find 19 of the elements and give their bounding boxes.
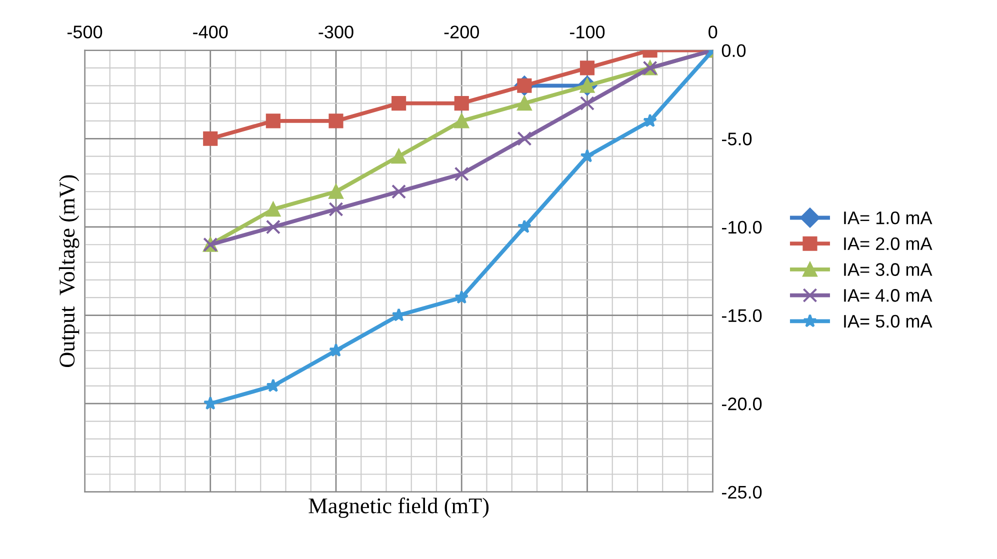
legend-label: IA= 3.0 mA bbox=[844, 263, 932, 276]
y-tick-label: -5.0 bbox=[722, 132, 752, 146]
x-tick-label: -400 bbox=[193, 26, 228, 38]
y-tick-label: -10.0 bbox=[722, 220, 762, 234]
legend-label: IA= 4.0 mA bbox=[844, 289, 932, 302]
x-tick-label: -300 bbox=[318, 26, 354, 38]
y-tick-label: -20.0 bbox=[722, 398, 762, 410]
x-axis-title: Magnetic field (mT) bbox=[308, 497, 489, 518]
legend-label: IA= 2.0 mA bbox=[844, 237, 932, 250]
y-tick-label: -15.0 bbox=[722, 309, 762, 322]
y-axis-title: Output Voltage (mV) bbox=[58, 175, 80, 368]
x-tick-label: -100 bbox=[570, 26, 605, 38]
y-tick-label: 0.0 bbox=[722, 44, 746, 58]
x-tick-label: 0 bbox=[708, 26, 718, 38]
legend-label: IA= 1.0 mA bbox=[844, 211, 932, 224]
x-tick-label: -200 bbox=[444, 26, 479, 38]
x-tick-label: -500 bbox=[67, 26, 102, 38]
legend-label: IA= 5.0 mA bbox=[844, 314, 932, 328]
y-tick-label: -25.0 bbox=[722, 486, 762, 499]
